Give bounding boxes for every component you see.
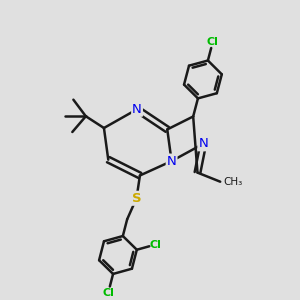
Text: Cl: Cl: [102, 288, 114, 298]
Text: CH₃: CH₃: [224, 177, 243, 187]
Text: Cl: Cl: [207, 37, 219, 47]
Text: N: N: [198, 137, 208, 150]
Text: Cl: Cl: [149, 240, 161, 250]
Text: N: N: [132, 103, 142, 116]
Text: N: N: [167, 154, 176, 168]
Text: S: S: [132, 192, 141, 205]
